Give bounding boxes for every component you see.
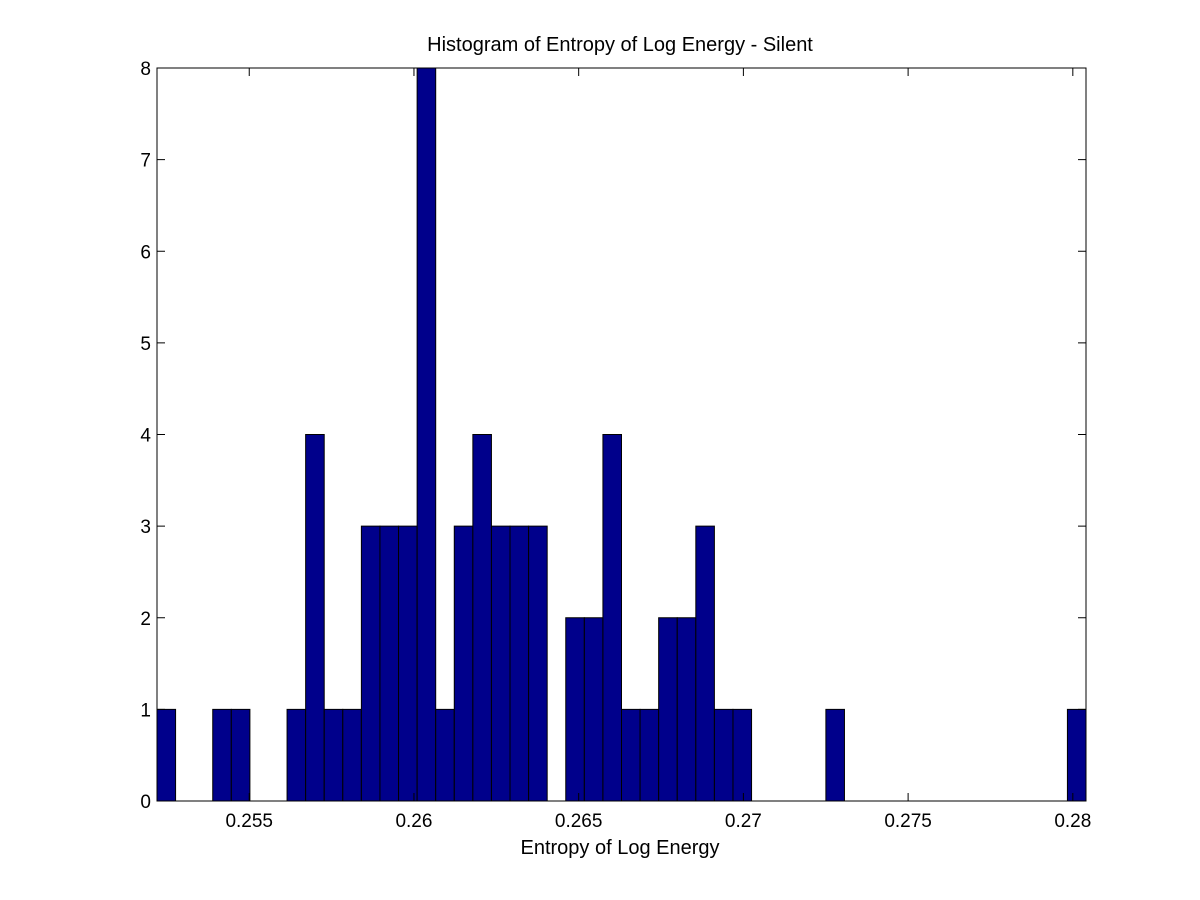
y-tick-label: 1: [140, 700, 151, 721]
histogram-bar: [676, 617, 697, 802]
histogram-bar: [695, 525, 715, 802]
histogram-bar: [1066, 708, 1087, 802]
y-tick-label: 8: [140, 59, 151, 80]
x-tick-label: 0.275: [884, 811, 932, 832]
x-tick-label: 0.26: [395, 811, 432, 832]
histogram-bar: [713, 708, 734, 802]
y-tick-label: 4: [140, 426, 151, 447]
histogram-bar: [472, 434, 492, 802]
histogram-bar: [398, 525, 418, 802]
histogram-bar: [658, 617, 678, 802]
histogram-bar: [509, 525, 530, 802]
histogram-bar: [528, 525, 548, 802]
y-tick-label: 0: [140, 792, 151, 813]
histogram-bar: [230, 708, 251, 802]
histogram-bar: [825, 708, 845, 802]
x-axis-label: Entropy of Log Energy: [520, 837, 719, 859]
histogram-bar: [565, 617, 585, 802]
y-tick-label: 3: [140, 517, 151, 538]
chart-title: Histogram of Entropy of Log Energy - Sil…: [427, 34, 813, 56]
histogram-bar: [379, 525, 400, 802]
histogram-bar: [156, 708, 177, 802]
histogram-bar: [639, 708, 660, 802]
y-tick-label: 6: [140, 242, 151, 263]
histogram-bar: [621, 708, 641, 802]
histogram-bar: [453, 525, 474, 802]
histogram-bar: [490, 525, 511, 802]
histogram-bar: [286, 708, 307, 802]
histogram-bar: [323, 708, 344, 802]
x-tick-label: 0.265: [555, 811, 603, 832]
histogram-bar: [732, 708, 753, 802]
axis-ticks: 0.255 0.26 0.265 0.27 0.275 0.28 0 1 2 3 4 5 6 7 8: [140, 59, 1091, 832]
x-tick-label: 0.27: [725, 811, 762, 832]
y-tick-label: 5: [140, 334, 151, 355]
histogram-bar: [435, 708, 455, 802]
histogram-bar: [342, 708, 362, 802]
histogram-bar: [583, 617, 604, 802]
histogram-bar: [305, 434, 325, 802]
y-tick-label: 7: [140, 151, 151, 172]
histogram-bar: [416, 67, 437, 802]
histogram-bar: [212, 708, 232, 802]
y-tick-label: 2: [140, 609, 151, 630]
x-tick-label: 0.255: [225, 811, 273, 832]
x-tick-label: 0.28: [1054, 811, 1091, 832]
histogram-bar: [360, 525, 381, 802]
histogram-bars: [156, 67, 1087, 802]
histogram-bar: [602, 434, 622, 802]
